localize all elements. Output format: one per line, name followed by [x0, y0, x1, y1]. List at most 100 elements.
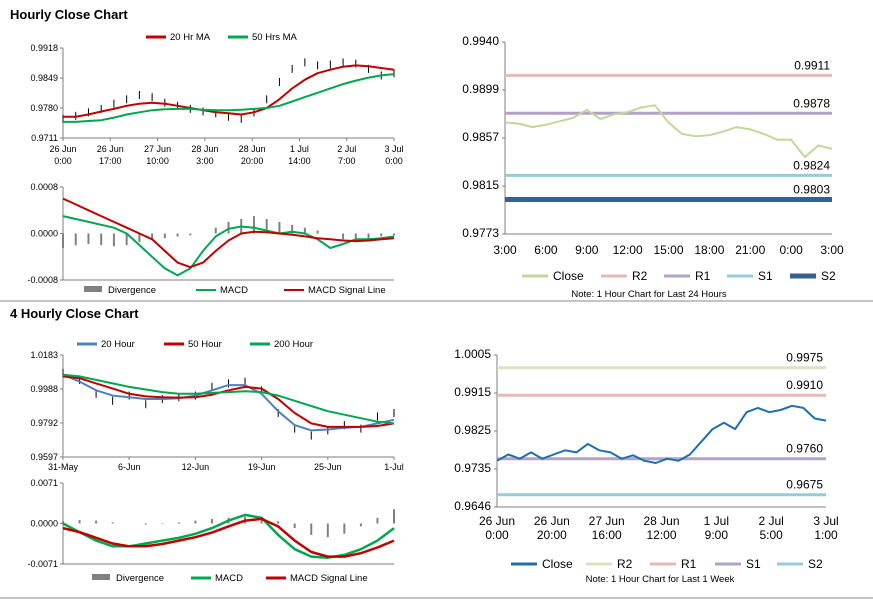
four-hourly-levels-legend-close: Close — [542, 557, 573, 571]
legend-50hrs-ma: 50 Hrs MA — [252, 32, 298, 43]
hourly-levels-y-tick-label: 0.9857 — [462, 130, 499, 144]
four-hourly-200-hour-line — [62, 373, 395, 425]
hourly-level-r2-label: 0.9911 — [794, 58, 830, 72]
legend-hourly-macd: MACD — [220, 285, 248, 296]
hourly-macd-y-tick-label: -0.0008 — [27, 275, 58, 285]
four-hourly-levels-x-tick-label: 26 Jun — [534, 514, 570, 528]
hourly-levels-legend-close: Close — [553, 269, 584, 283]
hourly-levels-y-tick-label: 0.9773 — [462, 226, 499, 240]
hourly-levels-y-tick-label: 0.9815 — [462, 178, 499, 192]
four-hourly-levels-x-tick-label: 1:00 — [814, 528, 838, 542]
four-hourly-levels-x-tick-label: 16:00 — [592, 528, 622, 542]
four-hourly-level-s1-label: 0.9760 — [786, 442, 823, 456]
hourly-levels-legend-r1: R1 — [695, 269, 711, 283]
hourly-macd-line — [62, 215, 395, 277]
hourly-price-x-tick-label: 17:00 — [99, 156, 122, 166]
four-hourly-levels-x-tick-label: 28 Jun — [643, 514, 679, 528]
four-hourly-levels-y-tick-label: 0.9646 — [454, 499, 491, 513]
four-hourly-macd-y-tick-label: -0.0071 — [27, 559, 58, 569]
four-hourly-macd-y-tick-label: 0.0000 — [30, 519, 58, 529]
legend-hourly-signal: MACD Signal Line — [308, 285, 386, 296]
four-hourly-levels-y-tick-label: 0.9915 — [454, 385, 491, 399]
hourly-price-x-tick-label: 1 Jul — [290, 144, 309, 154]
hourly-levels-legend-r2: R2 — [632, 269, 648, 283]
hourly-level-s1-label: 0.9824 — [793, 158, 830, 172]
hourly-levels-x-tick-label: 21:00 — [735, 243, 765, 257]
hourly-price-y-tick-label: 0.9918 — [30, 43, 58, 53]
four-hourly-price-x-tick-label: 19-Jun — [248, 462, 276, 472]
hourly-price-x-tick-label: 0:00 — [385, 156, 403, 166]
four-hourly-levels-y-tick-label: 0.9735 — [454, 461, 491, 475]
hourly-levels-x-tick-label: 15:00 — [653, 243, 683, 257]
hourly-price-x-tick-label: 3:00 — [196, 156, 214, 166]
four-hourly-levels-x-tick-label: 27 Jun — [589, 514, 625, 528]
hourly-macd-y-tick-label: 0.0000 — [30, 229, 58, 239]
hourly-price-x-tick-label: 28 Jun — [191, 144, 218, 154]
four-hourly-level-s2-label: 0.9675 — [786, 478, 823, 492]
four-hourly-macd-line — [62, 513, 395, 559]
four-hourly-level-r1-label: 0.9910 — [786, 378, 823, 392]
legend-20hr-ma: 20 Hr MA — [170, 32, 211, 43]
four-hourly-levels-x-tick-label: 20:00 — [537, 528, 567, 542]
hourly-price-y-tick-label: 0.9711 — [31, 133, 58, 143]
hourly-ma50-line — [63, 73, 395, 123]
four-hourly-price-x-tick-label: 25-Jun — [314, 462, 342, 472]
hourly-price-x-tick-label: 2 Jul — [337, 144, 356, 154]
four-hourly-macd-y-tick-label: 0.0071 — [30, 478, 58, 488]
four-hourly-levels-x-tick-label: 12:00 — [646, 528, 676, 542]
four-hourly-50-hour-line — [62, 375, 395, 428]
hourly-price-y-tick-label: 0.9849 — [30, 73, 58, 83]
hourly-price-y-tick-label: 0.9780 — [30, 103, 58, 113]
hourly-levels-x-tick-label: 12:00 — [613, 243, 643, 257]
four-hourly-levels-x-tick-label: 2 Jul — [758, 514, 783, 528]
legend-20-hour: 20 Hour — [101, 339, 135, 350]
hourly-price-x-tick-label: 26 Jun — [49, 144, 76, 154]
four-hourly-price-x-tick-label: 1-Jul — [384, 462, 404, 472]
hourly-levels-x-tick-label: 3:00 — [820, 243, 844, 257]
hourly-price-x-tick-label: 10:00 — [146, 156, 169, 166]
legend-4h-macd: MACD — [215, 573, 243, 584]
hourly-ma20-line — [63, 64, 395, 118]
hourly-levels-x-tick-label: 6:00 — [534, 243, 558, 257]
legend-200-hour: 200 Hour — [274, 339, 313, 350]
hourly-price-x-tick-label: 26 Jun — [97, 144, 124, 154]
four-hourly-price-y-tick-label: 1.0183 — [30, 350, 58, 360]
hourly-levels-x-tick-label: 3:00 — [493, 243, 517, 257]
hourly-signal-line — [62, 197, 395, 269]
four-hourly-levels-y-tick-label: 0.9825 — [454, 423, 491, 437]
legend-50-hour: 50 Hour — [188, 339, 222, 350]
hourly-levels-x-tick-label: 9:00 — [575, 243, 599, 257]
four-hourly-levels-x-tick-label: 9:00 — [705, 528, 729, 542]
hourly-price-x-tick-label: 7:00 — [338, 156, 356, 166]
four-hourly-levels-legend-r2: R2 — [617, 557, 633, 571]
hourly-price-x-tick-label: 0:00 — [54, 156, 72, 166]
hourly-level-s2-label: 0.9803 — [793, 183, 830, 197]
four-hourly-levels-note: Note: 1 Hour Chart for Last 1 Week — [586, 574, 735, 585]
four-hourly-price-x-tick-label: 31-May — [48, 462, 79, 472]
hourly-levels-x-tick-label: 18:00 — [694, 243, 724, 257]
four-hourly-signal-line — [62, 517, 395, 558]
legend-4h-signal: MACD Signal Line — [290, 573, 368, 584]
four-hourly-levels-legend-r1: R1 — [681, 557, 697, 571]
hourly-levels-x-tick-label: 0:00 — [779, 243, 803, 257]
four-hourly-levels-x-tick-label: 26 Jun — [479, 514, 515, 528]
four-hourly-levels-x-tick-label: 3 Jul — [813, 514, 838, 528]
legend-hourly-divergence-swatch — [84, 286, 102, 292]
four-hourly-price-y-tick-label: 0.9597 — [30, 452, 58, 462]
hourly-price-x-tick-label: 3 Jul — [384, 144, 403, 154]
legend-hourly-divergence: Divergence — [108, 285, 156, 296]
four-hourly-price-x-tick-label: 6-Jun — [118, 462, 141, 472]
hourly-price-x-tick-label: 28 Jun — [239, 144, 266, 154]
hourly-price-x-tick-label: 27 Jun — [144, 144, 171, 154]
four-hourly-levels-x-tick-label: 0:00 — [485, 528, 509, 542]
hourly-levels-note: Note: 1 Hour Chart for Last 24 Hours — [571, 289, 726, 300]
hourly-levels-y-tick-label: 0.9899 — [462, 82, 499, 96]
four-hourly-close-line — [496, 404, 827, 464]
hourly-price-x-tick-label: 20:00 — [241, 156, 264, 166]
four-hourly-level-r2-label: 0.9975 — [786, 351, 823, 365]
four-hourly-levels-legend-s2: S2 — [808, 557, 823, 571]
hourly-levels-y-tick-label: 0.9940 — [462, 34, 499, 48]
four-hourly-levels-legend-s1: S1 — [746, 557, 761, 571]
hourly-price-x-tick-label: 14:00 — [288, 156, 311, 166]
